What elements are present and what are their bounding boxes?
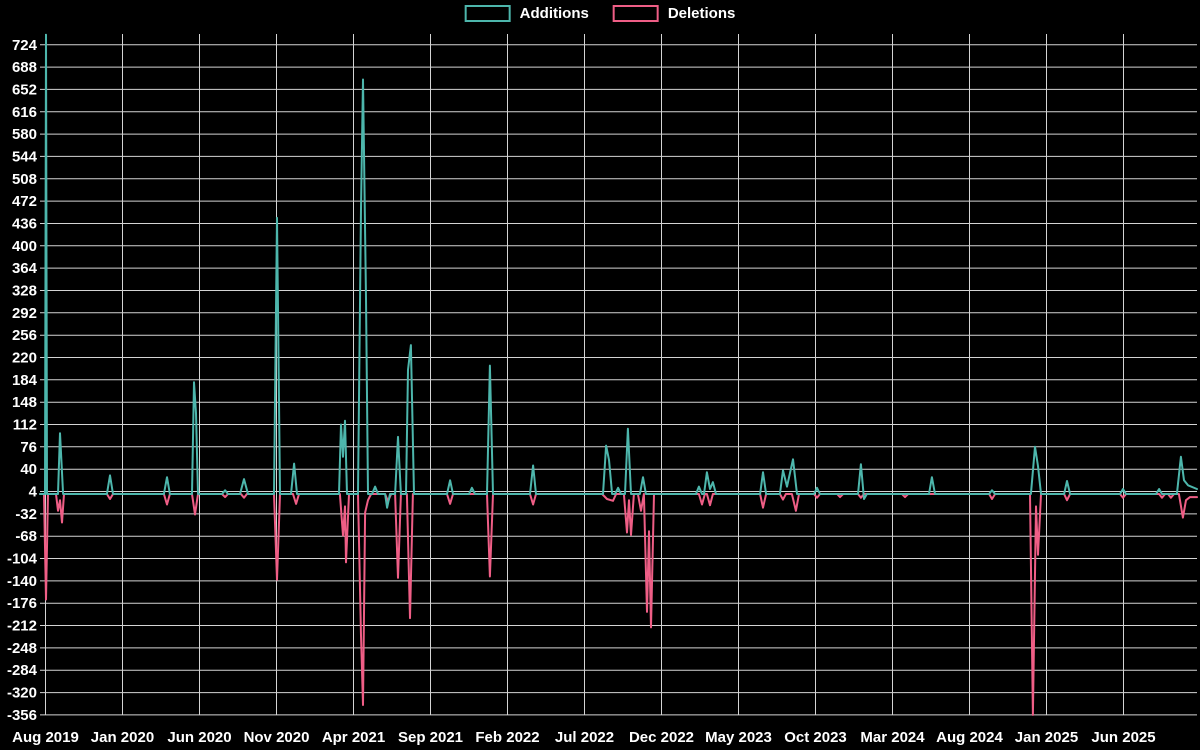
y-tick-label: -248: [7, 640, 37, 657]
x-tick-label: May 2023: [705, 729, 772, 746]
y-tick-label: -356: [7, 707, 37, 724]
legend-item-additions: Additions: [464, 5, 589, 22]
additions-legend-label: Additions: [519, 5, 589, 22]
y-tick-label: 544: [12, 148, 38, 165]
x-axis-labels: Aug 2019 Jan 2020 Jun 2020 Nov 2020 Apr 2021…: [12, 729, 1155, 746]
additions-line: [39, 33, 1198, 509]
x-tick-label: Aug 2024: [936, 729, 1003, 746]
y-axis-labels: 724 688 652 616 580 544 508 472 436 400 364 328 292 2…: [7, 37, 38, 724]
y-tick-label: 292: [12, 305, 37, 322]
legend-item-deletions: Deletions: [612, 5, 736, 22]
x-tick-label: Apr 2021: [322, 729, 385, 746]
y-tick-label: 112: [13, 417, 37, 434]
y-tick-label: 580: [12, 126, 37, 143]
y-tick-label: 184: [12, 372, 38, 389]
y-tick-label: -68: [15, 528, 37, 545]
grid: [40, 34, 1197, 716]
y-tick-label: 364: [12, 260, 38, 277]
x-tick-label: Jan 2025: [1015, 729, 1078, 746]
x-tick-label: Jul 2022: [555, 729, 614, 746]
x-tick-label: Oct 2023: [784, 729, 847, 746]
y-tick-label: -32: [15, 506, 37, 523]
y-tick-label: -140: [7, 573, 37, 590]
deletions-line: [39, 493, 1198, 716]
deletions-swatch: [612, 5, 659, 22]
y-tick-label: 688: [12, 59, 37, 76]
y-tick-label: 328: [12, 283, 37, 300]
y-tick-label: 472: [12, 193, 37, 210]
y-tick-label: 76: [20, 439, 37, 456]
x-tick-label: Jan 2020: [91, 729, 154, 746]
y-tick-label: -284: [7, 662, 38, 679]
y-tick-label: 508: [12, 171, 37, 188]
y-tick-label: -104: [7, 551, 38, 568]
y-tick-label: 40: [20, 461, 37, 478]
y-tick-label: 148: [12, 394, 37, 411]
y-tick-label: 256: [12, 327, 37, 344]
y-tick-label: 616: [12, 104, 37, 121]
y-tick-label: 4: [29, 484, 38, 501]
x-tick-label: Jun 2020: [167, 729, 231, 746]
y-tick-label: 400: [12, 238, 37, 255]
y-tick-label: 724: [12, 37, 38, 54]
x-tick-label: Feb 2022: [475, 729, 539, 746]
y-tick-label: -176: [7, 595, 37, 612]
chart-legend: Additions Deletions: [464, 5, 736, 22]
x-tick-label: Aug 2019: [12, 729, 79, 746]
x-tick-label: Jun 2025: [1091, 729, 1155, 746]
y-tick-label: -320: [7, 685, 37, 702]
x-tick-label: Sep 2021: [398, 729, 463, 746]
y-tick-label: 220: [12, 350, 37, 367]
deletions-legend-label: Deletions: [667, 5, 736, 22]
y-tick-label: -212: [7, 618, 37, 635]
y-tick-label: 436: [12, 216, 37, 233]
x-tick-label: Dec 2022: [629, 729, 694, 746]
x-tick-label: Nov 2020: [244, 729, 310, 746]
x-tick-label: Mar 2024: [860, 729, 925, 746]
y-tick-label: 652: [12, 81, 37, 98]
additions-swatch: [464, 5, 511, 22]
